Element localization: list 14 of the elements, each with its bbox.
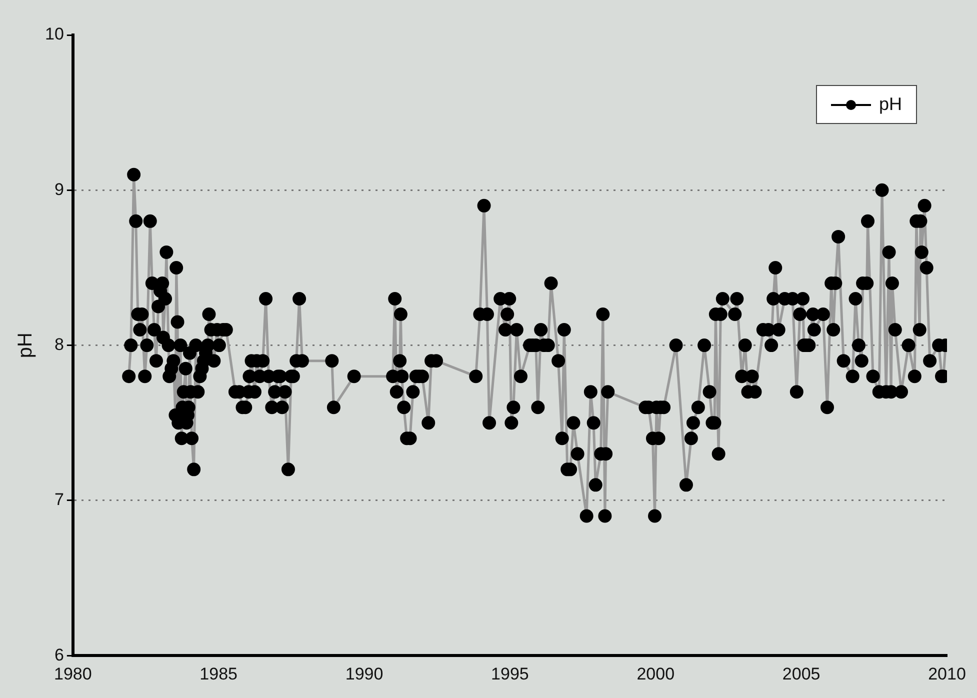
- y-axis-title: pH: [14, 332, 37, 358]
- x-tick-label: 1980: [54, 664, 92, 684]
- y-tick-label: 7: [54, 490, 64, 510]
- y-tick-label: 9: [54, 180, 64, 199]
- x-tick-label: 2005: [782, 664, 820, 684]
- x-tick-label: 1985: [200, 664, 238, 684]
- y-tick-label: 10: [44, 24, 64, 44]
- x-tick-label: 1990: [345, 664, 384, 684]
- x-tick-label: 2000: [636, 664, 675, 684]
- x-tick-label: 2010: [928, 664, 966, 684]
- y-tick-label: 8: [54, 334, 64, 354]
- y-tick-label: 6: [54, 645, 64, 664]
- legend-label: pH: [878, 94, 902, 115]
- x-tick-label: 1995: [491, 664, 529, 684]
